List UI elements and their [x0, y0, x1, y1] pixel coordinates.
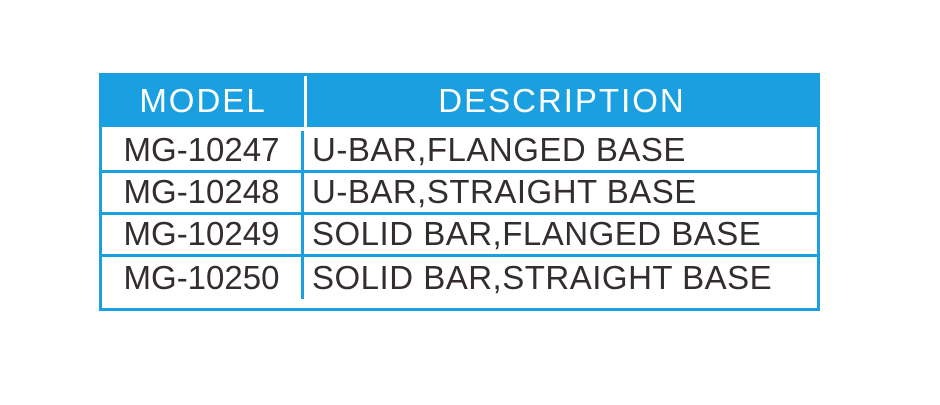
spec-table: MODEL DESCRIPTION MG-10247 U-BAR,FLANGED…: [99, 73, 820, 311]
model-cell: MG-10247: [102, 131, 304, 170]
table-row: MG-10250 SOLID BAR,STRAIGHT BASE: [102, 257, 817, 299]
table-header-row: MODEL DESCRIPTION: [102, 76, 817, 127]
table-body: MG-10247 U-BAR,FLANGED BASE MG-10248 U-B…: [102, 131, 817, 308]
description-cell: SOLID BAR,STRAIGHT BASE: [312, 258, 773, 296]
header-body-gap: [102, 127, 817, 131]
model-cell: MG-10250: [102, 257, 304, 299]
model-cell: MG-10249: [102, 215, 304, 254]
description-cell: SOLID BAR,FLANGED BASE: [312, 215, 762, 252]
model-cell: MG-10248: [102, 173, 304, 212]
header-column-divider: [304, 76, 307, 127]
column-header-description: DESCRIPTION: [438, 82, 686, 119]
description-cell: U-BAR,STRAIGHT BASE: [312, 173, 697, 210]
table-row: MG-10248 U-BAR,STRAIGHT BASE: [102, 173, 817, 215]
table-row: MG-10249 SOLID BAR,FLANGED BASE: [102, 215, 817, 257]
column-header-model: MODEL: [139, 82, 267, 119]
description-cell: U-BAR,FLANGED BASE: [312, 131, 686, 168]
table-row: MG-10247 U-BAR,FLANGED BASE: [102, 131, 817, 173]
